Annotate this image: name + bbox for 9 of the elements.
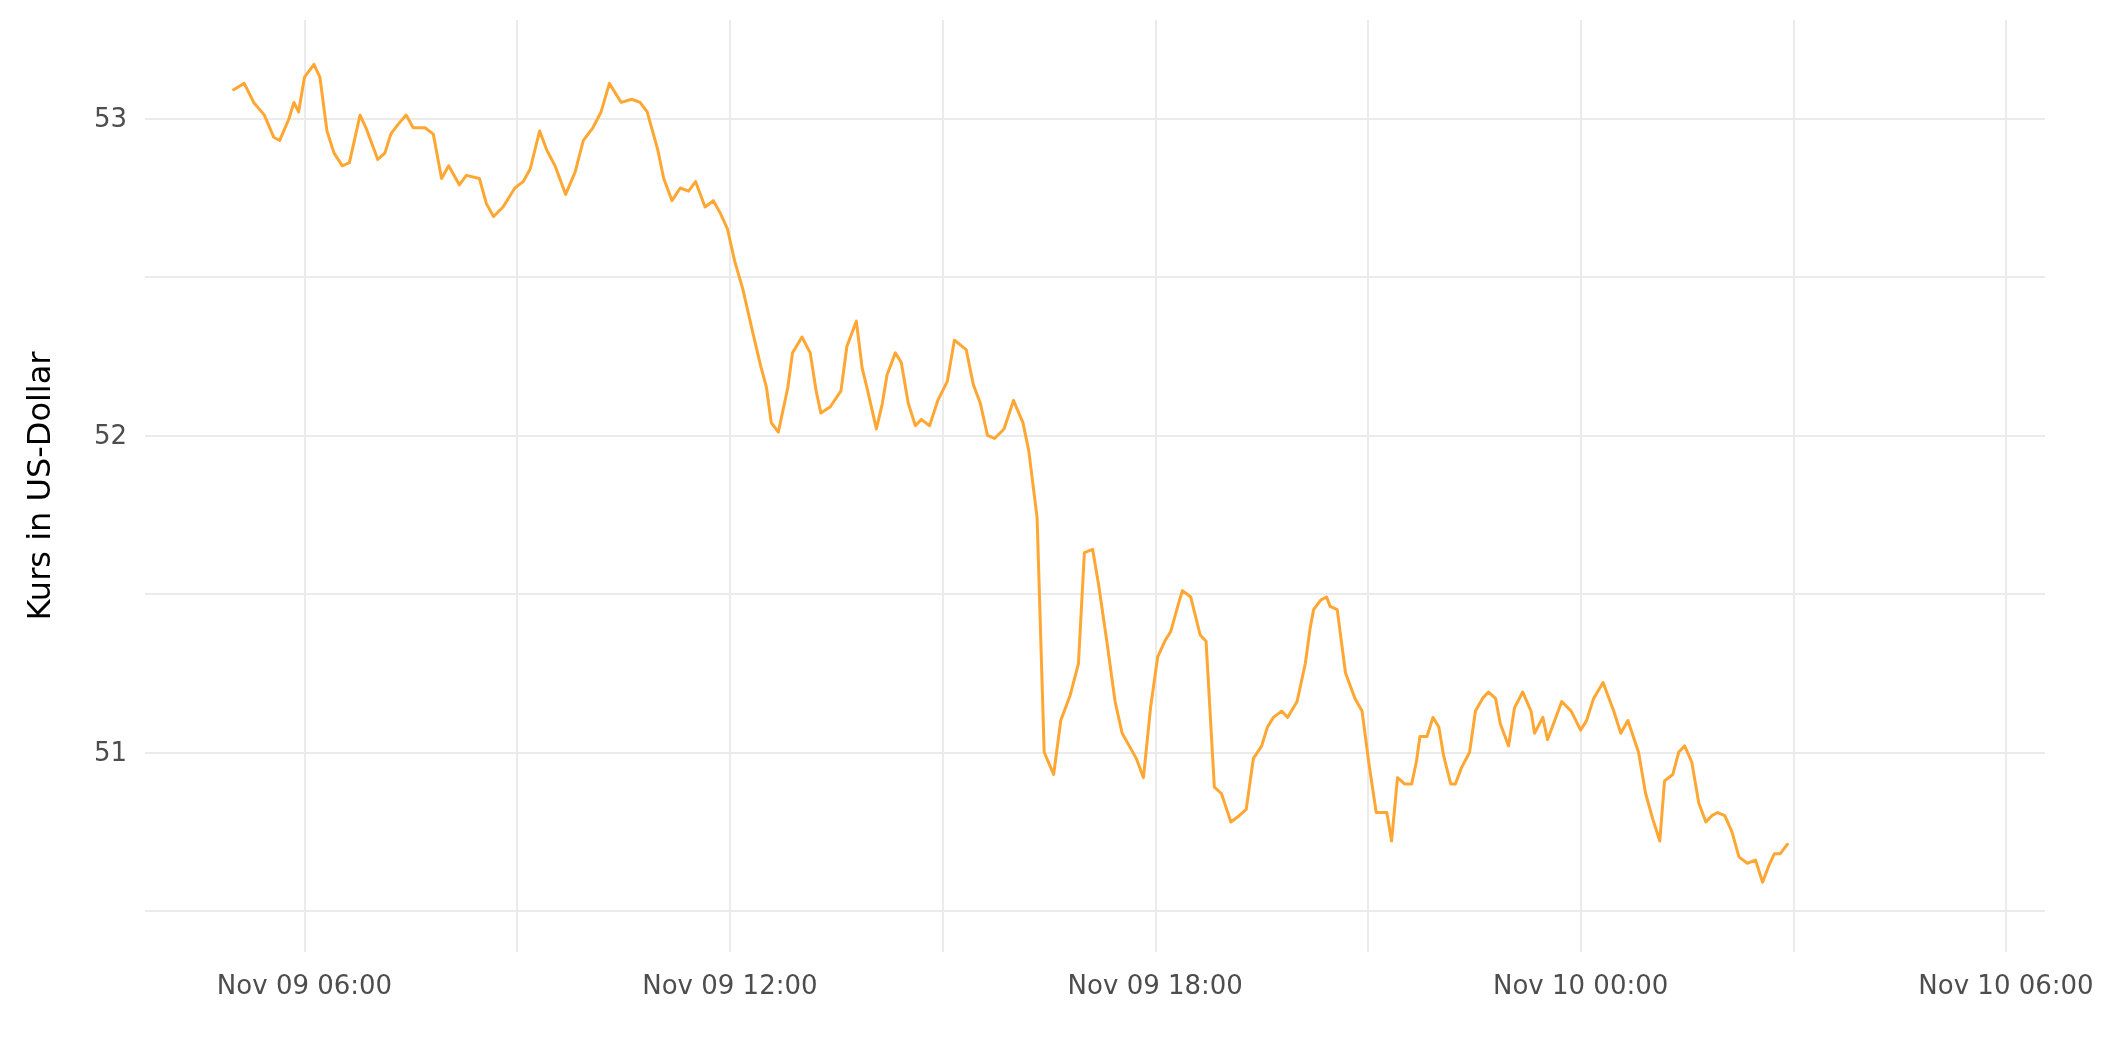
x-tick-label: Nov 09 06:00 <box>216 970 393 1000</box>
y-axis-title: Kurs in US-Dollar <box>20 350 58 621</box>
x-tick-label: Nov 09 18:00 <box>1067 970 1243 1000</box>
x-tick-label: Nov 10 00:00 <box>1492 970 1669 1000</box>
y-tick-label: 52 <box>93 420 127 451</box>
y-tick-label: 51 <box>93 737 127 768</box>
x-tick-label: Nov 09 12:00 <box>642 970 818 1000</box>
x-tick-label: Nov 10 06:00 <box>1918 970 2094 1000</box>
y-tick-label: 53 <box>93 103 127 134</box>
